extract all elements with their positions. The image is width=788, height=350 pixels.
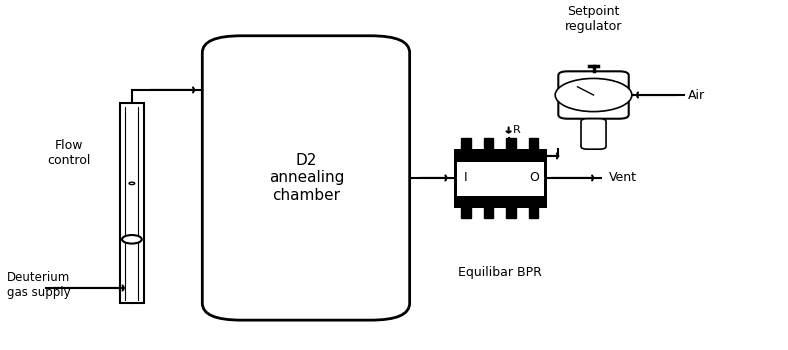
Bar [120, 104, 143, 303]
Circle shape [129, 182, 135, 184]
Text: I: I [463, 172, 467, 184]
FancyBboxPatch shape [203, 36, 410, 320]
Bar [484, 206, 493, 218]
Text: Air: Air [687, 89, 704, 101]
Text: Deuterium
gas supply: Deuterium gas supply [6, 271, 70, 299]
Bar [455, 150, 545, 206]
Bar [506, 206, 515, 218]
Text: O: O [529, 172, 539, 184]
Text: Setpoint
regulator: Setpoint regulator [565, 5, 623, 33]
Bar [506, 138, 515, 150]
Bar [455, 150, 545, 206]
Bar [455, 150, 545, 162]
Bar [529, 206, 538, 218]
Text: R: R [512, 125, 520, 135]
FancyBboxPatch shape [581, 119, 606, 149]
Bar [455, 196, 545, 206]
Bar [461, 138, 470, 150]
Bar [529, 138, 538, 150]
Bar [455, 177, 545, 179]
Text: Vent: Vent [609, 172, 637, 184]
Bar [461, 206, 470, 218]
Text: Equilibar BPR: Equilibar BPR [458, 266, 541, 279]
Circle shape [556, 78, 632, 112]
Bar [484, 138, 493, 150]
Text: Flow
control: Flow control [47, 139, 91, 167]
Text: D2
annealing
chamber: D2 annealing chamber [269, 153, 344, 203]
FancyBboxPatch shape [559, 71, 629, 119]
Circle shape [122, 235, 142, 244]
